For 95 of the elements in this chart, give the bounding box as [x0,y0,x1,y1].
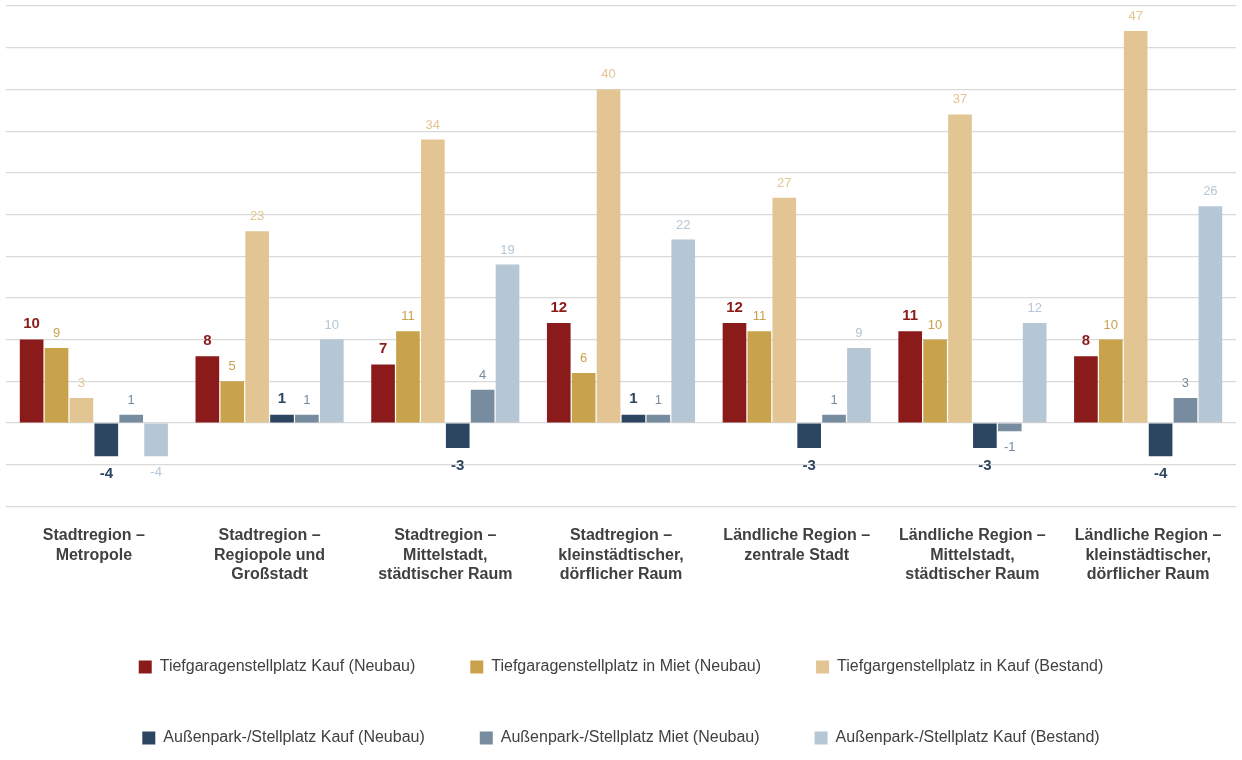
bar [997,423,1022,432]
bar [822,414,846,423]
x-tick-label: Stadtregion – Mittelstadt, städtischer Raum [378,526,513,582]
data-label: 22 [676,216,691,232]
bar [1123,31,1148,423]
data-label: 11 [752,308,767,324]
bar [847,347,871,423]
data-label: -4 [150,464,162,480]
data-label: 37 [952,91,968,107]
data-label: 11 [902,305,919,323]
legend-label: Außenpark-/Stellplatz Kauf (Neubau) [163,728,425,746]
bar [220,381,245,423]
bar [772,197,797,423]
bar [1173,397,1198,423]
data-label: 1 [654,391,662,407]
data-label: 3 [1181,375,1190,391]
data-label: 6 [580,350,588,366]
bar [445,423,470,449]
bar [270,414,294,423]
data-label: 9 [52,325,61,341]
data-label: 5 [228,358,236,374]
bar [1022,322,1047,423]
bar [948,114,972,423]
data-label: 12 [550,297,568,315]
legend-label: Tiefgaragenstellplatz Kauf (Neubau) [159,657,416,675]
bar [69,397,94,423]
data-label: 10 [1103,316,1119,332]
bar [421,139,445,423]
data-label: -1 [1003,439,1016,455]
legend-label: Tiefgaragenstellplatz in Miet (Neubau) [491,657,762,675]
data-label: 12 [726,297,743,315]
bar [371,364,395,423]
bar [44,347,69,423]
data-label: 1 [303,391,311,407]
data-label: 10 [927,316,943,332]
data-label: 1 [277,389,287,407]
bar [973,423,997,449]
data-label: 8 [1081,330,1091,348]
x-tick-label: Ländliche Region – kleinstädtischer, dörflicher Raum [1074,526,1222,582]
bar [19,339,44,423]
data-label: 27 [777,174,792,190]
bar [495,264,520,423]
bar [470,389,495,423]
bar [923,339,947,423]
data-label: -4 [1153,464,1168,481]
bar [94,423,119,457]
bar [1098,339,1123,423]
bar [396,331,420,423]
data-label: 9 [855,325,863,341]
bar [144,423,168,457]
x-tick-label: Stadtregion – Metropole [42,526,146,563]
data-label: 1 [127,391,135,407]
bar [571,372,596,423]
legend-label: Tiefgargenstellplatz in Kauf (Bestand) [837,657,1104,675]
bar [671,239,696,423]
data-label: 19 [500,241,515,257]
bar [245,231,269,423]
x-tick-label: Stadtregion – Regiopole und Großstadt [214,526,326,582]
data-label: 7 [378,339,388,357]
data-label: 1 [629,389,638,407]
data-label: 26 [1203,183,1218,199]
data-label: -3 [802,455,816,473]
bar [1148,423,1173,457]
data-label: 8 [203,330,212,348]
bar [596,89,621,423]
bar [747,331,772,423]
data-label: 1 [830,391,838,407]
data-label: 23 [249,208,265,224]
data-label: -3 [978,455,992,473]
bar [295,414,319,423]
bar [898,331,923,423]
bar [1074,356,1098,423]
bar [722,322,747,423]
data-label: 47 [1128,8,1143,24]
data-label: 12 [1027,300,1042,315]
bar [797,423,821,449]
bar [1198,206,1223,423]
data-label: 34 [425,116,441,132]
bar [546,322,571,423]
data-label: -4 [99,464,114,481]
legend-label: Außenpark-/Stellplatz Kauf (Bestand) [835,728,1100,746]
data-label: 40 [601,66,616,82]
data-label: 4 [479,366,487,382]
data-label: 10 [324,316,340,332]
x-tick-label: Ländliche Region – zentrale Stadt [723,526,871,563]
x-tick-label: Stadtregion – kleinstädtischer, dörflicher Raum [558,526,684,582]
x-tick-label: Ländliche Region – Mittelstadt, städtischer Raum [899,526,1046,582]
bar [195,356,220,423]
bar [319,339,344,423]
bar [119,414,144,423]
legend-label: Außenpark-/Stellplatz Miet (Neubau) [500,728,760,746]
data-label: 3 [77,375,86,391]
data-label: 10 [23,314,40,332]
data-label: 11 [401,308,415,324]
data-label: -3 [451,455,465,473]
